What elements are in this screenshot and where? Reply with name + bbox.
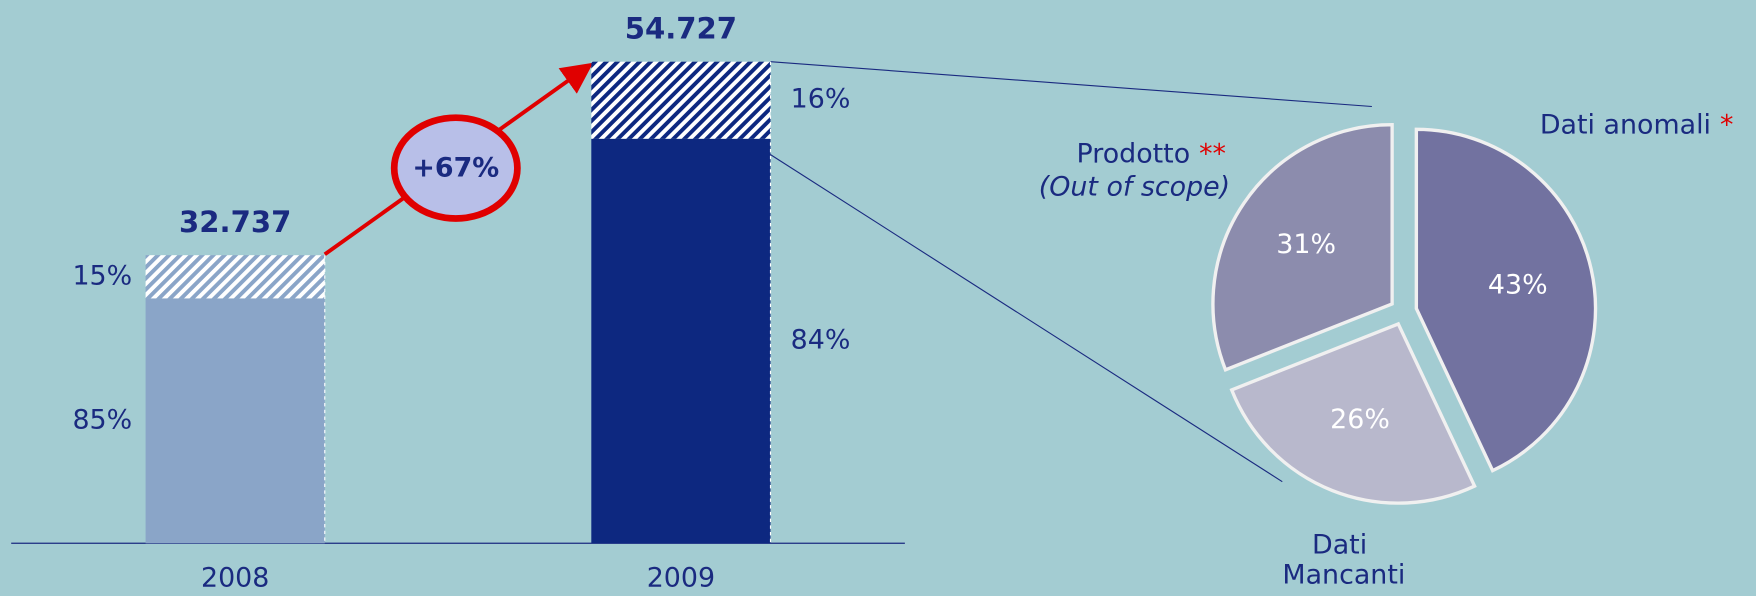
label-line: Mancanti xyxy=(1282,559,1405,590)
pie-slice xyxy=(1211,123,1394,373)
category-name: Prodotto xyxy=(1077,138,1191,169)
bar-segment xyxy=(145,298,325,544)
connector xyxy=(770,61,1372,108)
category-note: (Out of scope) xyxy=(1039,172,1230,203)
connector xyxy=(770,154,1283,483)
bar-segment xyxy=(591,138,771,544)
category-label: Dati Mancanti xyxy=(1282,529,1405,590)
bar-segment xyxy=(145,255,325,299)
category-marker: * xyxy=(1720,109,1733,140)
value-label: 15% xyxy=(72,260,132,291)
total-label: 54.727 xyxy=(625,11,737,45)
label-line: Dati xyxy=(1312,529,1376,560)
category-marker: ** xyxy=(1199,138,1226,169)
category-label: Dati anomali * xyxy=(1540,109,1734,140)
x-tick-label: 2009 xyxy=(647,563,715,594)
growth-badge xyxy=(390,114,521,222)
category-name: Dati anomali xyxy=(1540,109,1711,140)
slice-label: 43% xyxy=(1488,269,1548,300)
annotation: +67% xyxy=(412,153,499,184)
slice-label: 26% xyxy=(1330,404,1390,435)
value-label: 84% xyxy=(791,325,851,356)
bar-segment xyxy=(591,61,771,139)
pie-slice xyxy=(1414,127,1598,473)
value-label: 85% xyxy=(72,404,132,435)
total-label: 32.737 xyxy=(179,205,291,239)
value-label: 16% xyxy=(791,84,851,115)
category-label: Prodotto ** xyxy=(1077,138,1226,169)
slice-label: 31% xyxy=(1276,229,1336,260)
pie-slice xyxy=(1229,321,1477,505)
x-tick-label: 2008 xyxy=(201,563,269,594)
